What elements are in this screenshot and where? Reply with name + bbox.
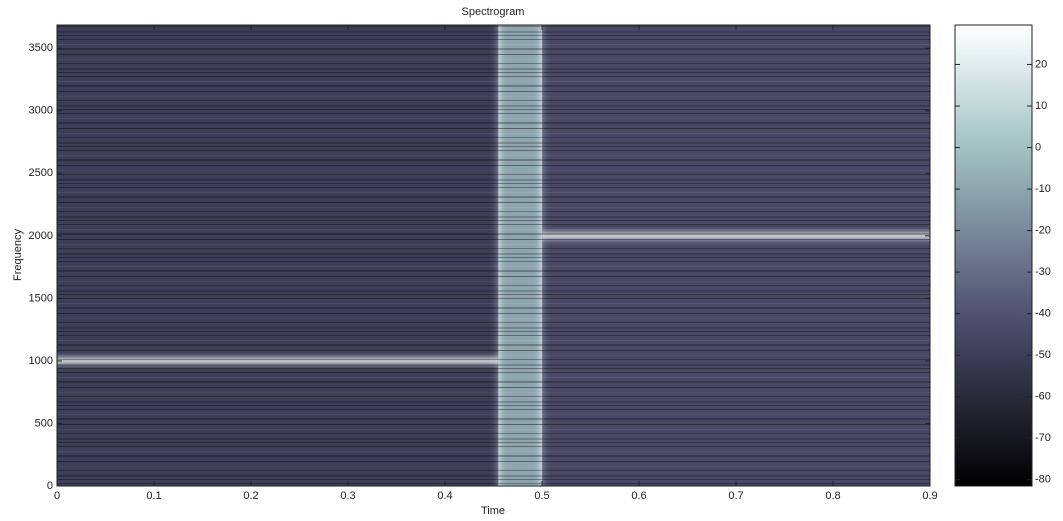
y-tick-label: 3500 — [29, 42, 53, 54]
colorbar-tick-label: -70 — [1035, 432, 1051, 444]
y-tick-label: 500 — [35, 417, 53, 429]
x-tick-label: 0.1 — [146, 490, 161, 502]
colorbar-tick-label: 20 — [1035, 58, 1047, 70]
colorbar-tick-label: -30 — [1035, 266, 1051, 278]
colorbar-tick-label: 0 — [1035, 141, 1041, 153]
colorbar — [954, 24, 1033, 487]
y-tick-label: 3000 — [29, 105, 53, 117]
plot-area — [57, 25, 930, 486]
colorbar-tick-label: -20 — [1035, 224, 1051, 236]
x-tick-label: 0.8 — [825, 490, 840, 502]
colorbar-tick-label: -40 — [1035, 308, 1051, 320]
y-tick-label: 1500 — [29, 292, 53, 304]
x-tick-label: 0 — [54, 490, 60, 502]
colorbar-tick-label: -10 — [1035, 183, 1051, 195]
x-tick-label: 0.5 — [534, 490, 549, 502]
tone — [57, 357, 499, 364]
transient — [498, 25, 542, 486]
x-tick-label: 0.9 — [922, 490, 937, 502]
colorbar-tick-label: 10 — [1035, 100, 1047, 112]
background-region — [542, 25, 930, 486]
plot-frame — [56, 24, 931, 487]
colorbar-tick-label: -80 — [1035, 474, 1051, 486]
y-tick-label: 1000 — [29, 355, 53, 367]
y-tick-label: 2500 — [29, 167, 53, 179]
x-axis-label: Time — [481, 505, 505, 517]
y-axis-label: Frequency — [12, 229, 24, 281]
chart-title: Spectrogram — [462, 6, 525, 18]
y-tick-label: 2000 — [29, 230, 53, 242]
x-tick-label: 0.3 — [340, 490, 355, 502]
x-tick-label: 0.2 — [243, 490, 258, 502]
x-tick-label: 0.4 — [437, 490, 452, 502]
colorbar-tick-label: -50 — [1035, 349, 1051, 361]
x-tick-label: 0.6 — [631, 490, 646, 502]
axes: 0 0.1 0.2 0.3 0.4 0.5 0.6 0.7 0.8 0.9 0 500 1000 1500… — [29, 24, 1051, 502]
y-tick-label: 0 — [47, 480, 53, 492]
colorbar-tick-label: -60 — [1035, 391, 1051, 403]
tone — [542, 232, 930, 239]
background-region — [57, 25, 499, 486]
x-tick-label: 0.7 — [728, 490, 743, 502]
